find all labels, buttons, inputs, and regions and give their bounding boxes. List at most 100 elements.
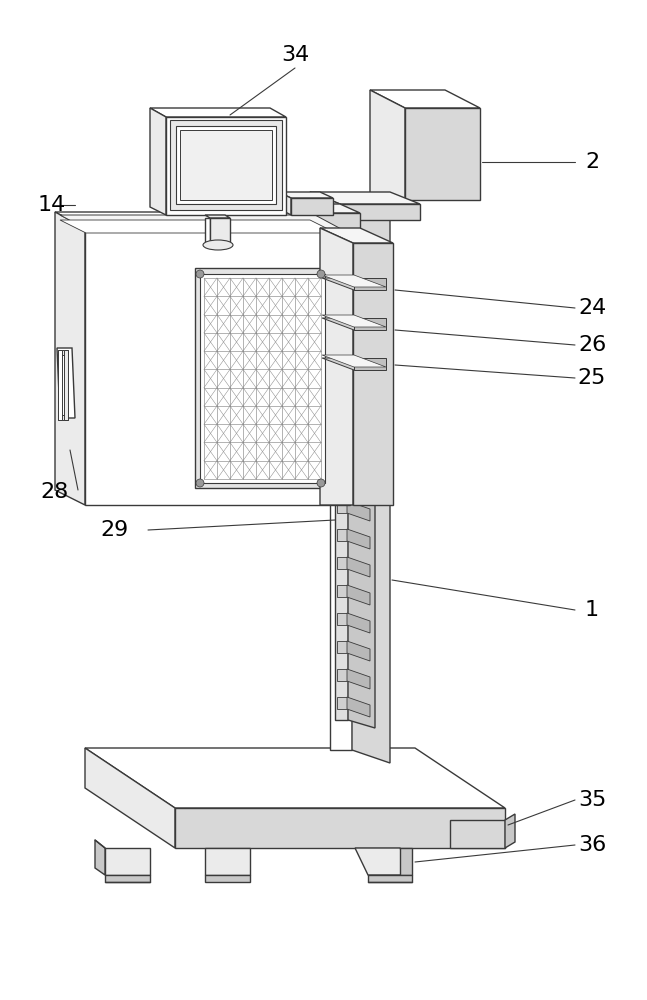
Polygon shape (354, 358, 386, 370)
Polygon shape (55, 212, 350, 228)
Polygon shape (347, 697, 370, 717)
Polygon shape (320, 228, 393, 243)
Polygon shape (347, 445, 370, 465)
Polygon shape (347, 585, 370, 605)
Polygon shape (370, 90, 405, 200)
Polygon shape (322, 315, 386, 327)
Polygon shape (337, 445, 347, 457)
Polygon shape (337, 557, 347, 569)
Polygon shape (347, 641, 370, 661)
Polygon shape (330, 195, 352, 750)
Polygon shape (337, 501, 347, 513)
Polygon shape (337, 641, 347, 653)
Polygon shape (176, 126, 276, 204)
Polygon shape (55, 212, 85, 505)
Ellipse shape (203, 240, 233, 250)
Polygon shape (400, 848, 412, 875)
Polygon shape (335, 430, 348, 720)
Polygon shape (347, 529, 370, 549)
Polygon shape (505, 814, 515, 848)
Polygon shape (105, 848, 150, 875)
Polygon shape (205, 875, 250, 882)
Polygon shape (348, 430, 375, 728)
Text: 28: 28 (41, 482, 69, 502)
Polygon shape (450, 820, 505, 848)
Polygon shape (180, 130, 272, 200)
Polygon shape (205, 218, 210, 242)
Polygon shape (291, 198, 333, 215)
Polygon shape (337, 697, 347, 709)
Polygon shape (347, 613, 370, 633)
Circle shape (196, 270, 204, 278)
Circle shape (317, 479, 325, 487)
Polygon shape (322, 318, 386, 330)
Polygon shape (337, 613, 347, 625)
Circle shape (196, 479, 204, 487)
Text: 36: 36 (578, 835, 606, 855)
Polygon shape (58, 350, 62, 420)
Text: 2: 2 (585, 152, 599, 172)
Polygon shape (330, 195, 390, 208)
Polygon shape (57, 348, 75, 418)
Polygon shape (85, 228, 350, 505)
Polygon shape (352, 195, 390, 763)
Polygon shape (337, 529, 347, 541)
Polygon shape (322, 358, 386, 370)
Polygon shape (166, 117, 286, 215)
Polygon shape (355, 848, 412, 875)
Polygon shape (347, 669, 370, 689)
Polygon shape (170, 120, 282, 210)
Polygon shape (310, 192, 420, 204)
Polygon shape (195, 268, 330, 488)
Polygon shape (85, 748, 505, 808)
Polygon shape (280, 204, 360, 213)
Polygon shape (353, 243, 393, 505)
Polygon shape (210, 218, 230, 242)
Polygon shape (354, 318, 386, 330)
Polygon shape (310, 192, 340, 220)
Polygon shape (64, 350, 68, 420)
Polygon shape (320, 228, 353, 505)
Text: 24: 24 (578, 298, 606, 318)
Polygon shape (347, 557, 370, 577)
Polygon shape (58, 350, 68, 355)
Text: 1: 1 (585, 600, 599, 620)
Polygon shape (60, 220, 336, 233)
Polygon shape (370, 90, 480, 108)
Polygon shape (278, 192, 291, 215)
Polygon shape (347, 473, 370, 493)
Polygon shape (322, 275, 386, 287)
Polygon shape (150, 108, 286, 117)
Polygon shape (150, 108, 166, 215)
Text: 26: 26 (578, 335, 606, 355)
Polygon shape (60, 215, 343, 230)
Polygon shape (95, 840, 105, 875)
Polygon shape (337, 585, 347, 597)
Polygon shape (280, 204, 300, 230)
Polygon shape (368, 875, 412, 882)
Polygon shape (337, 473, 347, 485)
Polygon shape (278, 192, 333, 198)
Polygon shape (205, 215, 230, 218)
Text: 14: 14 (38, 195, 66, 215)
Text: 34: 34 (281, 45, 309, 65)
Polygon shape (58, 415, 68, 420)
Text: 25: 25 (578, 368, 606, 388)
Polygon shape (205, 848, 250, 875)
Polygon shape (340, 204, 420, 220)
Text: 29: 29 (101, 520, 129, 540)
Polygon shape (354, 278, 386, 290)
Polygon shape (200, 274, 325, 483)
Polygon shape (105, 875, 150, 882)
Polygon shape (85, 748, 175, 848)
Polygon shape (337, 669, 347, 681)
Text: 35: 35 (578, 790, 606, 810)
Polygon shape (335, 430, 375, 438)
Polygon shape (322, 355, 386, 367)
Polygon shape (175, 808, 505, 848)
Polygon shape (300, 213, 360, 230)
Polygon shape (347, 501, 370, 521)
Circle shape (317, 270, 325, 278)
Polygon shape (405, 108, 480, 200)
Polygon shape (322, 278, 386, 290)
